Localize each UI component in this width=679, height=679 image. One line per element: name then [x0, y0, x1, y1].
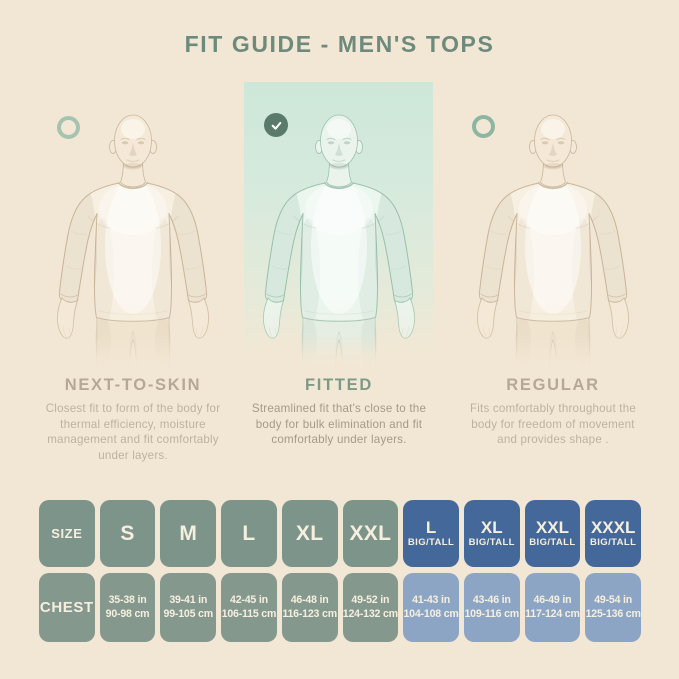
chest-inches: 35-38 in: [108, 593, 147, 606]
chest-cm: 117-124 cm: [525, 607, 580, 620]
chest-cm: 116-123 cm: [282, 607, 337, 620]
check-icon: [264, 113, 288, 137]
chest-cell-xl: 46-48 in 116-123 cm: [281, 573, 338, 642]
size-value: XL: [480, 517, 503, 537]
size-cell-xl-big-tall: XL BIG/TALL: [463, 500, 520, 567]
chest-cell-xl-big-tall: 43-46 in 109-116 cm: [463, 573, 520, 642]
radio-circle-icon: [57, 116, 80, 139]
page-title: FIT GUIDE - MEN'S TOPS: [184, 31, 495, 57]
chest-cm: 124-132 cm: [342, 607, 398, 620]
size-value: L: [425, 517, 437, 537]
size-cell-m: M: [160, 500, 217, 567]
chest-inches: 43-46 in: [472, 593, 511, 606]
chest-cell-xxxl-big-tall: 49-54 in 125-136 cm: [585, 573, 641, 642]
chest-cell-m: 39-41 in 99-105 cm: [160, 573, 217, 642]
chest-cm: 90-98 cm: [105, 607, 150, 620]
fit-description-fitted: Streamlined fit that's close to the body…: [251, 402, 427, 447]
size-cell-l: L: [221, 500, 277, 567]
size-cell-xxxl-big-tall: XXXL BIG/TALL: [585, 500, 641, 567]
chest-cell-l: 42-45 in 106-115 cm: [221, 573, 277, 642]
chest-inches: 42-45 in: [230, 593, 268, 606]
chest-cm: 106-115 cm: [221, 607, 277, 620]
fit-label-next-to-skin: NEXT-TO-SKIN: [64, 376, 202, 394]
chest-cell-s: 35-38 in 90-98 cm: [99, 573, 156, 642]
chest-inches: 49-52 in: [351, 593, 390, 606]
chest-cell-xxl: 49-52 in 124-132 cm: [342, 573, 399, 642]
fit-description-regular: Fits comfortably throughout the body for…: [469, 402, 637, 447]
size-cell-xxl-big-tall: XXL BIG/TALL: [524, 500, 581, 567]
size-value: XXXL: [590, 517, 636, 537]
size-cell-l-big-tall: L BIG/TALL: [403, 500, 459, 567]
chest-inches: 46-48 in: [290, 593, 329, 606]
chest-inches: 39-41 in: [169, 593, 208, 606]
chest-cm: 109-116 cm: [464, 607, 520, 620]
size-value: XXL: [535, 517, 569, 537]
size-modifier: BIG/TALL: [590, 536, 637, 548]
chest-inches: 49-54 in: [594, 593, 633, 606]
fit-description-next-to-skin: Closest fit to form of the body for ther…: [45, 402, 221, 462]
fit-label-fitted: FITTED: [305, 376, 373, 394]
chest-cm: 99-105 cm: [163, 607, 214, 620]
size-modifier: BIG/TALL: [529, 536, 576, 548]
size-modifier: BIG/TALL: [468, 536, 515, 548]
radio-circle-icon: [472, 115, 495, 138]
size-cell-xl: XL: [281, 500, 338, 567]
chest-cell-l-big-tall: 41-43 in 104-108 cm: [403, 573, 459, 642]
size-row-header: SIZE: [39, 500, 95, 567]
size-table: SIZE S M L XL XXL L BIG/TALL XL BIG/TALL…: [39, 500, 641, 642]
chest-cm: 104-108 cm: [403, 607, 459, 620]
mannequin-figure-fitted: [239, 101, 439, 371]
mannequin-figure-next-to-skin: [33, 101, 233, 371]
chest-inches: 41-43 in: [412, 593, 450, 606]
size-cell-xxl: XXL: [342, 500, 399, 567]
size-cell-s: S: [99, 500, 156, 567]
chest-cm: 125-136 cm: [585, 607, 641, 620]
chest-inches: 46-49 in: [533, 593, 572, 606]
chest-row-header: CHEST: [39, 573, 95, 642]
size-modifier: BIG/TALL: [407, 536, 455, 548]
mannequin-figure-regular: [453, 101, 653, 371]
chest-cell-xxl-big-tall: 46-49 in 117-124 cm: [524, 573, 581, 642]
fit-label-regular: REGULAR: [506, 376, 600, 394]
